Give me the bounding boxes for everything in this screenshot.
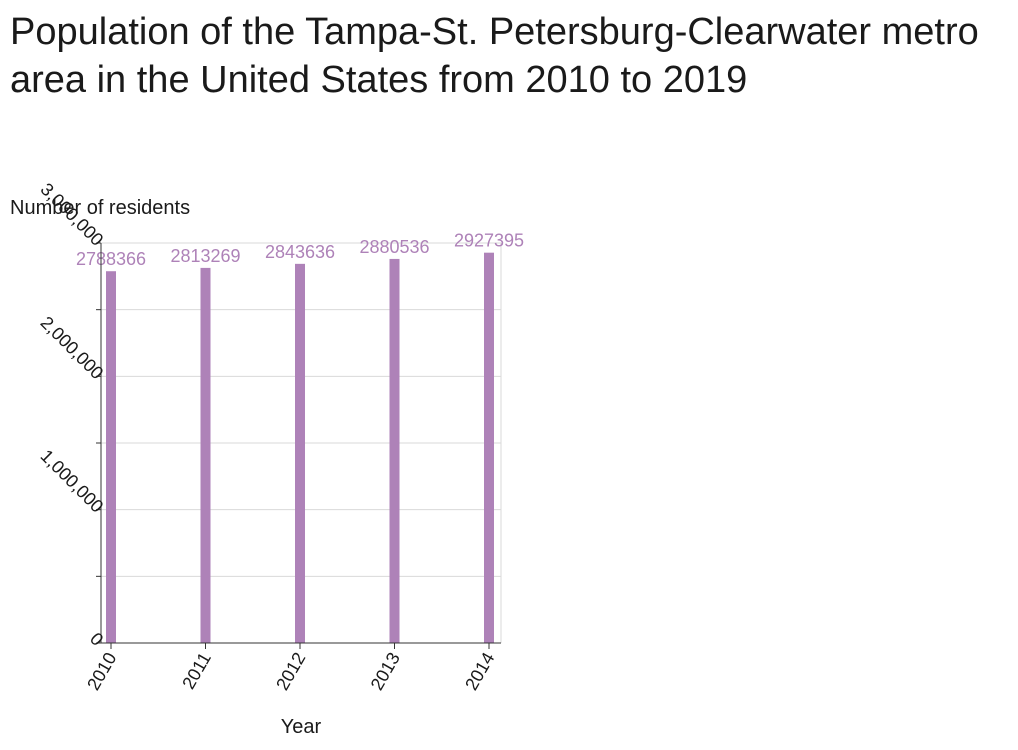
bar-2011 <box>200 267 211 643</box>
data-label-2012: 2843636 <box>265 242 335 262</box>
x-tick-label-2014: 2014 <box>461 649 498 694</box>
bar-2012 <box>295 263 305 643</box>
chart-title: Population of the Tampa-St. Petersburg-C… <box>10 11 979 101</box>
data-label-2013: 2880536 <box>359 237 429 257</box>
bar-2014 <box>484 252 494 643</box>
data-label-2011: 2813269 <box>170 246 240 266</box>
x-axis-label: Year <box>281 716 322 738</box>
x-tick-label-2012: 2012 <box>272 649 309 694</box>
x-axis-ticks: 2010 2011 2012 2013 2014 <box>83 643 498 694</box>
bar-2010 <box>106 271 116 643</box>
y-tick-label: 0 <box>86 629 107 650</box>
bars <box>106 252 494 643</box>
data-label-2014: 2927395 <box>454 231 524 251</box>
x-tick-label-2013: 2013 <box>367 649 404 694</box>
bar-2013 <box>389 258 400 643</box>
y-tick-label: 1,000,000 <box>37 446 108 517</box>
y-axis-label: Number of residents <box>10 197 190 219</box>
y-tick-label: 2,000,000 <box>37 312 108 383</box>
data-labels: 2788366 2813269 2843636 2880536 2927395 <box>76 231 524 270</box>
x-tick-label-2010: 2010 <box>83 649 120 694</box>
data-label-2010: 2788366 <box>76 249 146 269</box>
x-tick-label-2011: 2011 <box>178 649 215 693</box>
